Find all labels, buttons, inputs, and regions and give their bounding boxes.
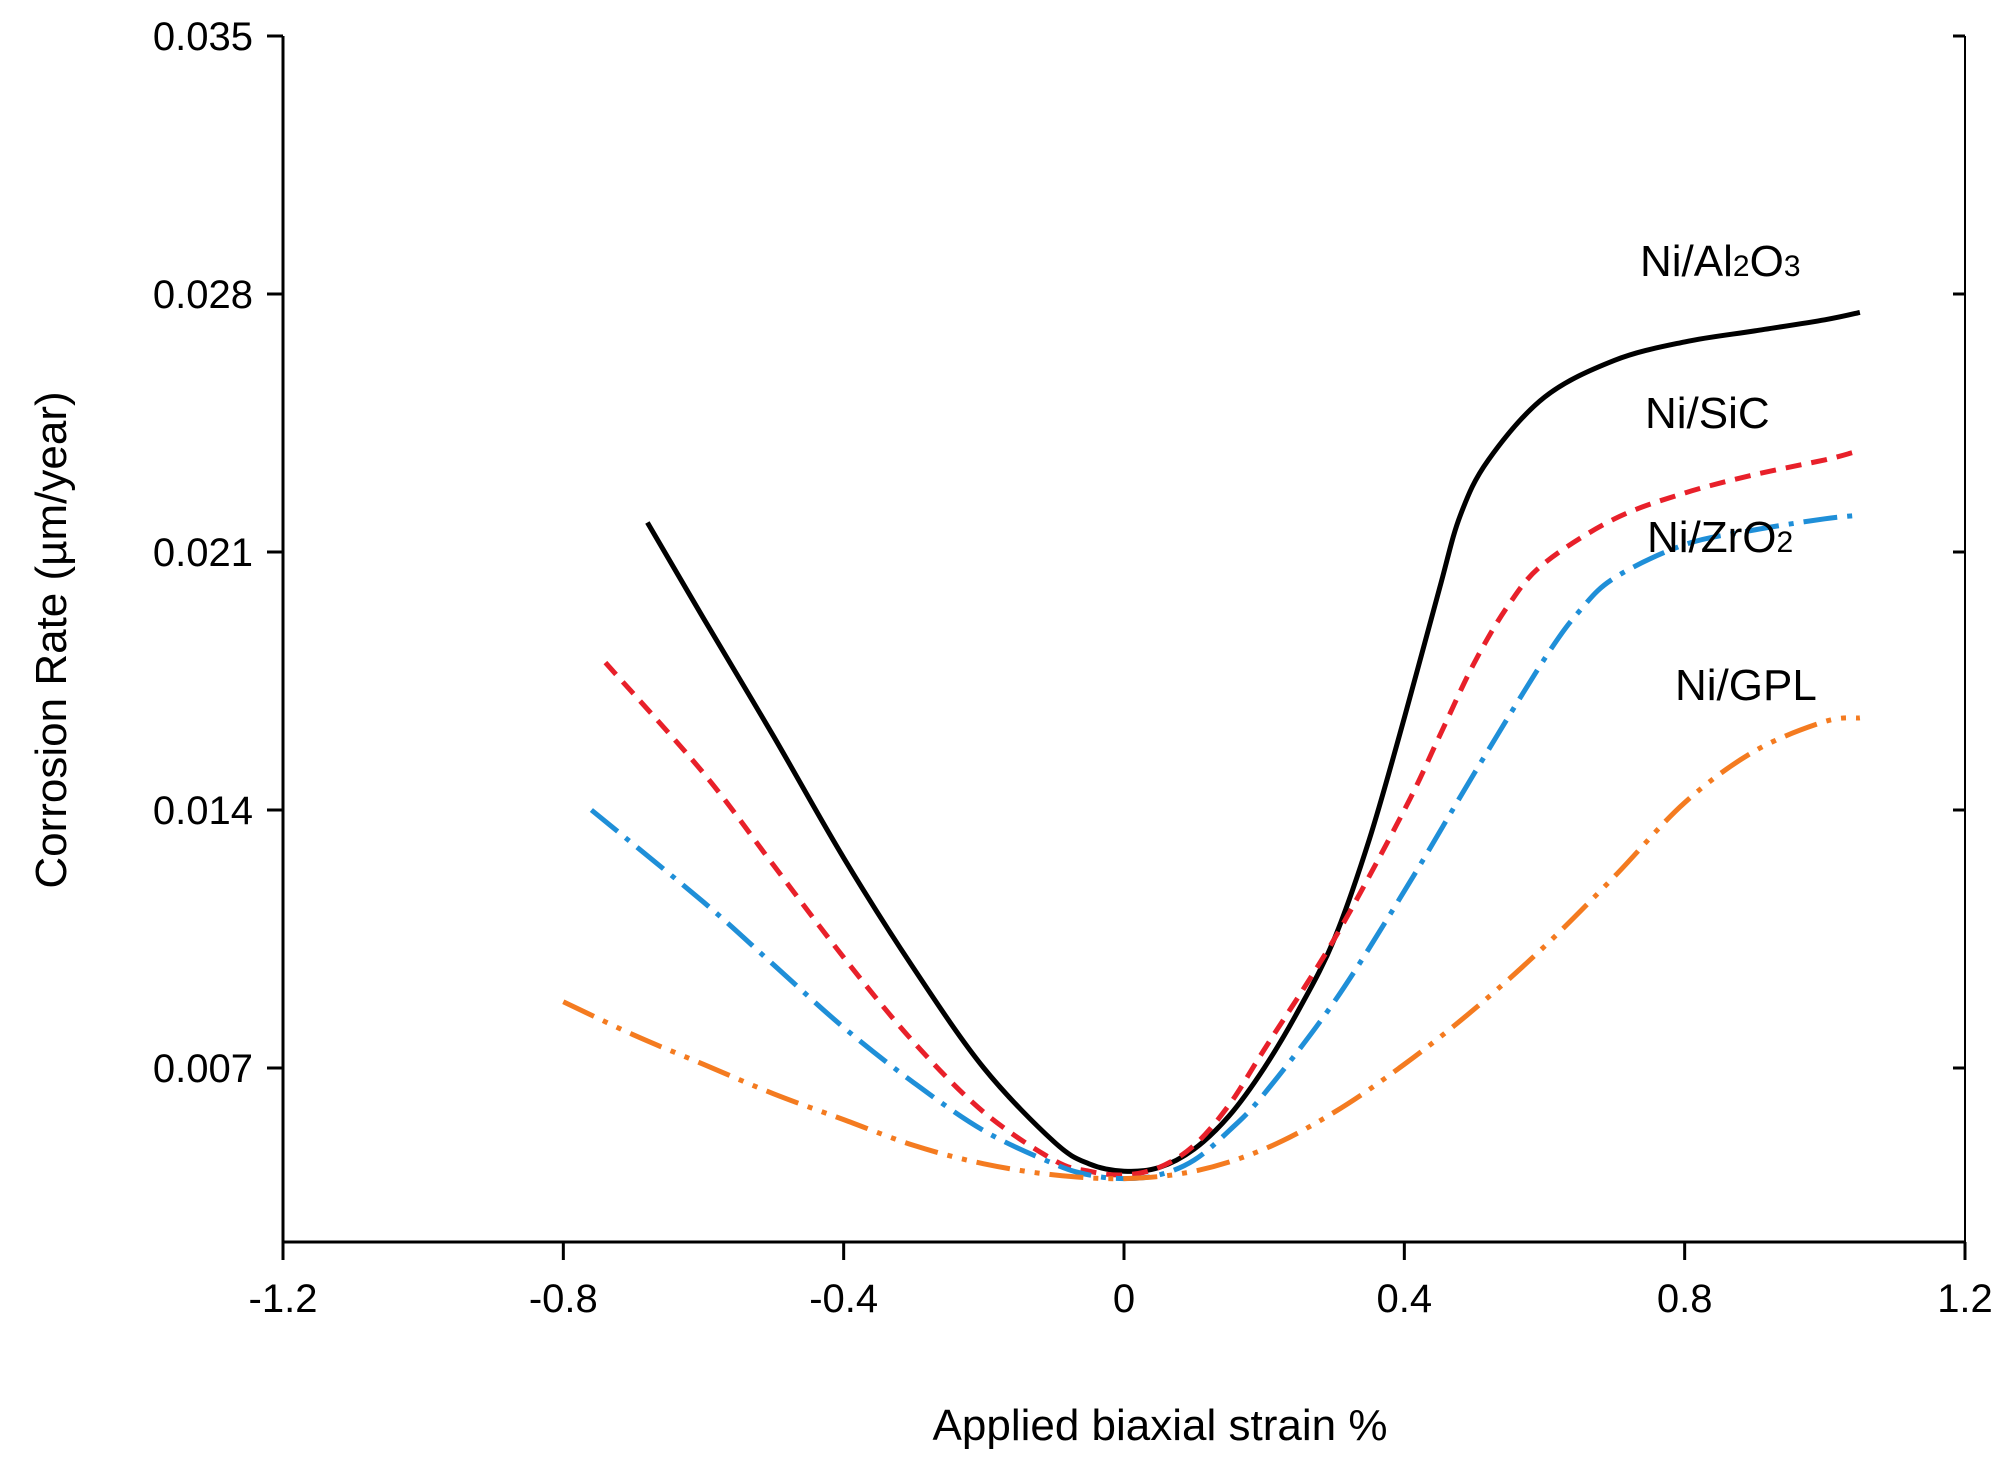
x-axis-title: Applied biaxial strain %	[933, 1401, 1388, 1450]
plot-frame	[281, 36, 1966, 1244]
y-ticks: 0.007 0.014 0.021 0.028 0.035	[153, 15, 1965, 1091]
series-line-ni-al2o3	[645, 309, 1861, 1174]
series-label: Ni/SiC	[1645, 389, 1770, 438]
x-tick-label: 0	[1113, 1277, 1135, 1321]
series-line-ni-gpl	[562, 715, 1861, 1182]
series-label: Ni/GPL	[1675, 661, 1817, 710]
series-labels: Ni/Al2O3 Ni/SiC Ni/ZrO2 Ni/GPL	[1640, 237, 1817, 710]
y-tick-label: 0.014	[153, 789, 253, 833]
series-label: Ni/ZrO2	[1647, 513, 1793, 562]
y-axis-title: Corrosion Rate (µm/year)	[27, 391, 76, 888]
x-tick-label: -0.4	[809, 1277, 878, 1321]
series-line-ni-zro2	[589, 512, 1861, 1182]
y-tick-label: 0.007	[153, 1047, 253, 1091]
x-tick-label: 0.4	[1377, 1277, 1433, 1321]
y-tick-label: 0.021	[153, 531, 253, 575]
y-tick-label: 0.035	[153, 15, 253, 59]
x-tick-label: -0.8	[529, 1277, 598, 1321]
x-ticks: -1.2 -0.8 -0.4 0 0.4 0.8 1.2	[249, 1242, 1993, 1321]
x-tick-label: -1.2	[249, 1277, 318, 1321]
series-label: Ni/Al2O3	[1640, 237, 1801, 286]
y-tick-label: 0.028	[153, 273, 253, 317]
x-tick-label: 1.2	[1937, 1277, 1993, 1321]
series-layer	[562, 309, 1861, 1182]
x-tick-label: 0.8	[1657, 1277, 1713, 1321]
